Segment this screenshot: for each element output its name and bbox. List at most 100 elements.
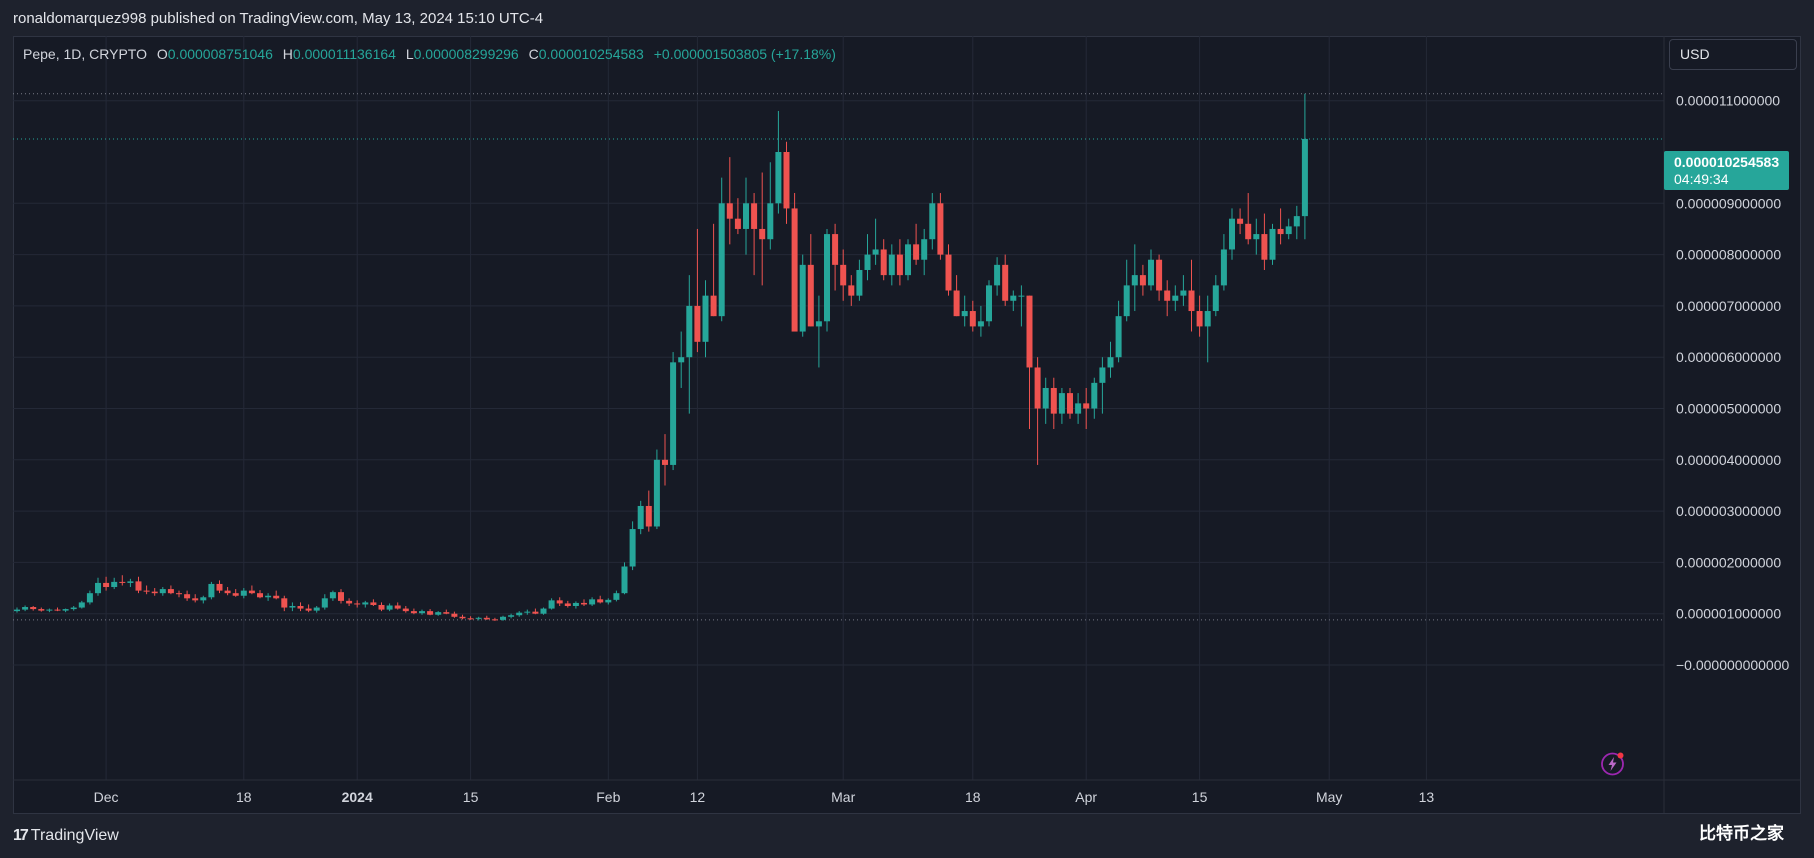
- candle: [670, 352, 677, 471]
- tradingview-brand[interactable]: 17 TradingView: [13, 826, 119, 846]
- candle: [1042, 377, 1049, 424]
- candle-body: [986, 285, 992, 322]
- candle-body: [548, 600, 555, 609]
- candle: [1067, 387, 1073, 419]
- candle-body: [888, 254, 895, 276]
- candle: [1237, 208, 1244, 235]
- candle: [167, 585, 174, 595]
- candle-body: [767, 203, 774, 240]
- candle-body: [645, 505, 652, 527]
- candle-body: [394, 605, 401, 609]
- candle: [783, 141, 790, 224]
- candle-body: [410, 611, 417, 614]
- candle-body: [475, 617, 482, 619]
- candle-body: [807, 264, 814, 327]
- price-tick-label: 0.000009000000: [1676, 195, 1781, 211]
- candle: [240, 588, 247, 599]
- candle: [653, 449, 660, 530]
- candle: [856, 259, 863, 301]
- candle-body: [1002, 264, 1009, 301]
- candle: [508, 613, 515, 619]
- candle-body: [670, 362, 677, 465]
- candle: [1293, 205, 1300, 240]
- candle-body: [208, 583, 215, 598]
- candle-body: [313, 607, 320, 611]
- candle-body: [159, 589, 166, 594]
- candle-body: [961, 311, 968, 317]
- candle: [840, 249, 847, 301]
- candle-body: [791, 208, 798, 332]
- candle: [1026, 295, 1033, 430]
- candle: [46, 608, 53, 613]
- price-tick-label: 0.000004000000: [1676, 452, 1781, 468]
- candle: [524, 609, 531, 615]
- candle-body: [38, 609, 45, 611]
- candle-body: [929, 203, 936, 240]
- candle-body: [483, 617, 490, 620]
- currency-selector[interactable]: USD: [1669, 39, 1797, 70]
- candle-body: [759, 228, 766, 240]
- price-tick-label: 0.000011000000: [1676, 93, 1780, 109]
- candle: [645, 490, 652, 532]
- candle: [702, 280, 709, 358]
- candle: [621, 562, 628, 595]
- candle: [1050, 377, 1057, 430]
- candle: [662, 434, 668, 486]
- candle: [1261, 213, 1268, 270]
- candle-body: [224, 590, 231, 594]
- candle: [483, 615, 490, 620]
- candle: [929, 193, 936, 250]
- candle: [54, 607, 61, 612]
- candle: [192, 594, 199, 603]
- candle-body: [338, 592, 344, 601]
- candle: [629, 521, 636, 571]
- candle-body: [119, 581, 126, 583]
- chart-frame[interactable]: [13, 36, 1801, 814]
- price-tick-label: 0.000007000000: [1676, 298, 1781, 314]
- candle: [1204, 295, 1211, 363]
- candle: [1220, 234, 1227, 291]
- candle: [864, 234, 871, 281]
- candle-body: [1245, 223, 1252, 240]
- candle: [872, 218, 879, 265]
- candle-body: [297, 606, 304, 609]
- candle: [443, 609, 450, 615]
- candle: [1180, 275, 1187, 306]
- candle: [1131, 244, 1138, 312]
- candle: [775, 110, 782, 214]
- candle: [467, 616, 474, 620]
- candle-body: [419, 611, 425, 614]
- legend-open-value: 0.000008751046: [167, 46, 273, 62]
- candle-body: [1034, 367, 1041, 409]
- candle-body: [281, 598, 288, 608]
- candle: [313, 606, 320, 613]
- candle-body: [240, 590, 247, 596]
- candles: [14, 93, 1308, 621]
- candle: [475, 616, 482, 621]
- candle: [694, 228, 701, 353]
- lightning-bolt-icon[interactable]: [1600, 751, 1625, 776]
- candle-body: [500, 616, 506, 620]
- candle-body: [1099, 367, 1106, 383]
- candle-body: [678, 357, 685, 363]
- candle-body: [167, 589, 174, 594]
- candle-body: [192, 598, 199, 601]
- candle: [1285, 218, 1292, 240]
- candle-body: [232, 593, 239, 596]
- candle-body: [216, 583, 223, 591]
- candle-body: [95, 582, 101, 594]
- candle-body: [840, 264, 847, 286]
- candle-body: [443, 612, 450, 614]
- candle: [564, 600, 571, 608]
- candle-body: [46, 609, 53, 611]
- candle-body: [346, 600, 353, 604]
- legend-high-label: H: [282, 46, 293, 62]
- candle: [1277, 208, 1284, 245]
- candle: [111, 577, 118, 590]
- time-tick-label: Dec: [94, 789, 119, 805]
- candle-body: [872, 249, 879, 255]
- candle-body: [953, 290, 960, 317]
- candle: [135, 576, 142, 594]
- candle-body: [370, 602, 377, 605]
